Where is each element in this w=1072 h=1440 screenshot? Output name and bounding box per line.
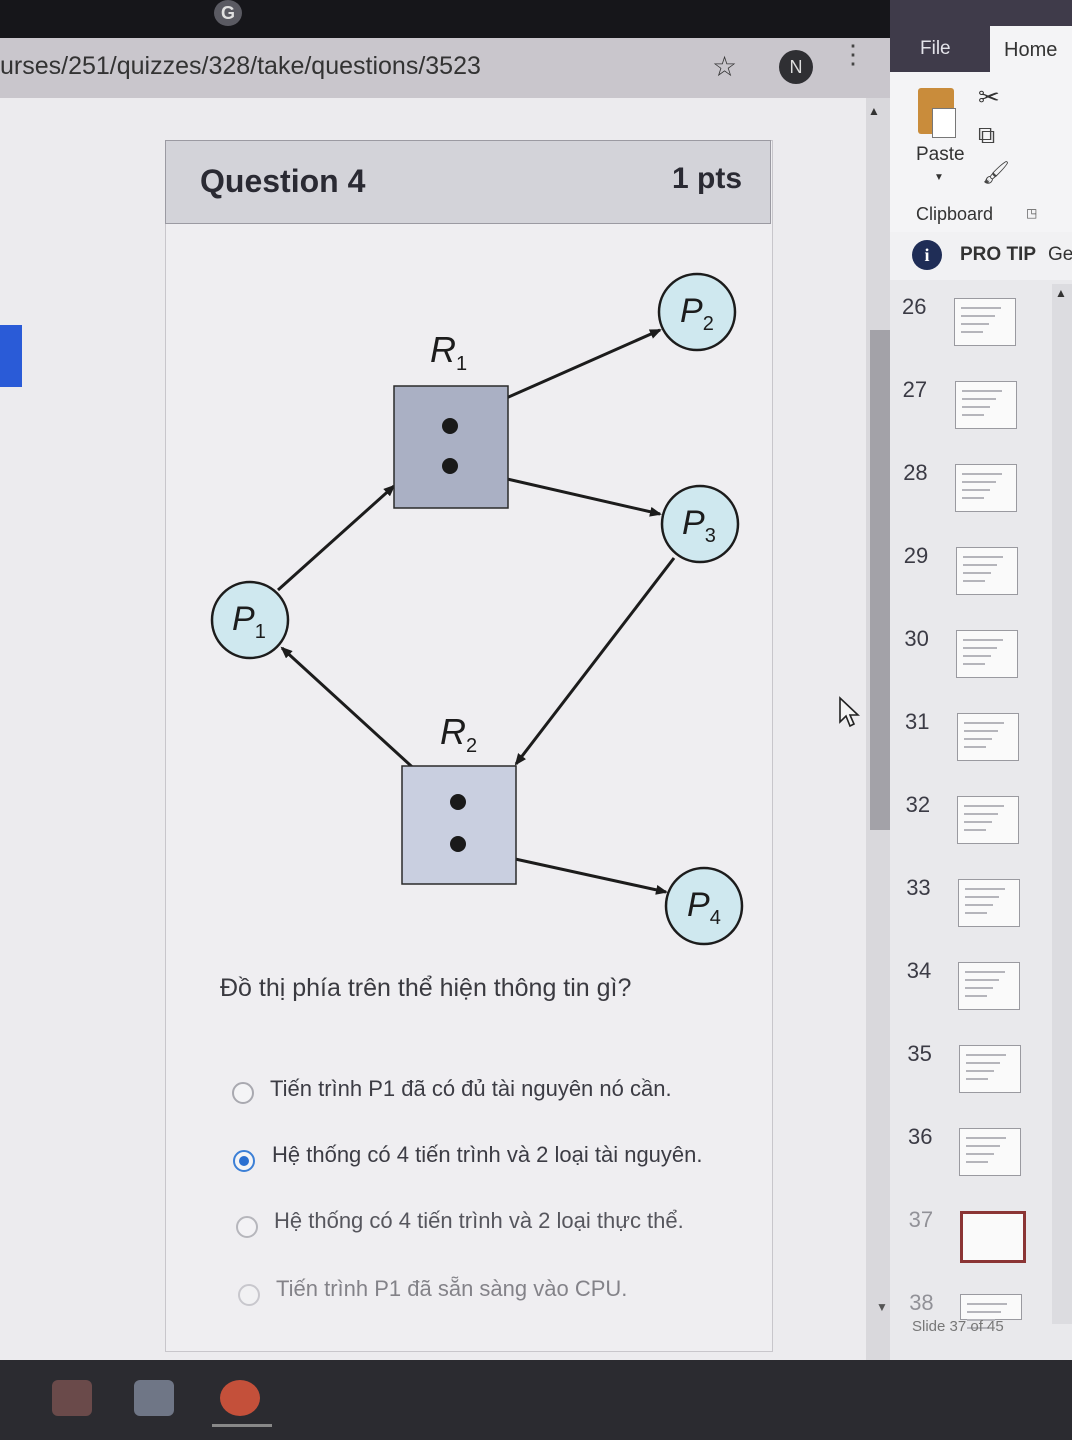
- slide-number: 27: [902, 377, 928, 402]
- process-p3-label: P3: [682, 504, 716, 547]
- slide-number: 38: [909, 1290, 934, 1315]
- slide-thumbnail[interactable]: [955, 464, 1017, 512]
- taskbar-app-icon[interactable]: [134, 1380, 174, 1416]
- resource-r1-instance-dot: [442, 458, 458, 474]
- tab-home-label: Home: [1004, 39, 1058, 61]
- format-painter-icon[interactable]: 🖌: [982, 160, 1010, 185]
- slide-thumbnail[interactable]: [959, 1128, 1021, 1176]
- slide-thumbnail[interactable]: [954, 298, 1016, 346]
- slide-thumbnail[interactable]: [956, 630, 1018, 678]
- process-p4-label: P4: [687, 886, 721, 929]
- slide-thumbnail[interactable]: [957, 879, 1020, 927]
- option-radio-1[interactable]: [232, 1082, 254, 1104]
- grammarly-icon[interactable]: G: [214, 0, 242, 26]
- paste-icon[interactable]: [918, 88, 956, 138]
- process-p1-label: P1: [232, 600, 266, 643]
- slide-number: 33: [906, 875, 931, 900]
- browser-address-bar: [0, 38, 890, 98]
- paste-dropdown-icon[interactable]: ▼: [934, 172, 944, 183]
- slide-number: 37: [908, 1207, 934, 1232]
- slide-number: 28: [903, 460, 928, 485]
- url-text[interactable]: urses/251/quizzes/328/take/questions/352…: [0, 52, 481, 80]
- slide-number: 26: [902, 294, 927, 319]
- active-app-indicator: [212, 1424, 272, 1427]
- copy-icon[interactable]: ⧉: [978, 122, 996, 149]
- resource-r1-label: R1: [430, 329, 467, 375]
- protip-text: Ge: [1048, 244, 1072, 265]
- resource-r2-instance-dot: [450, 794, 466, 810]
- option-label-4[interactable]: Tiến trình P1 đã sẵn sàng vào CPU.: [276, 1276, 628, 1301]
- info-icon: i: [912, 240, 942, 270]
- slide-number: 35: [907, 1041, 932, 1066]
- edge-p1-to-r1: [276, 484, 396, 592]
- question-header: [165, 140, 771, 224]
- tab-file[interactable]: File: [920, 38, 951, 59]
- taskbar-app-icon[interactable]: [52, 1380, 92, 1416]
- mouse-cursor-icon: [839, 696, 860, 728]
- slide-number: 29: [903, 543, 929, 568]
- resource-r1-box: [393, 385, 509, 509]
- slide-thumbnail[interactable]: [954, 381, 1017, 429]
- process-p2-node: [657, 272, 737, 352]
- process-p3-node: [660, 484, 740, 564]
- taskbar: [0, 1360, 1072, 1440]
- process-p4-node: [664, 866, 744, 946]
- option-radio-3[interactable]: [236, 1216, 258, 1238]
- paste-button-label[interactable]: Paste: [916, 144, 965, 165]
- left-nav-accent[interactable]: [0, 325, 22, 387]
- thumbnail-scrollbar[interactable]: [1052, 284, 1072, 1324]
- question-title: Question 4: [200, 163, 366, 199]
- resource-allocation-graph: R1 R2 P2 P3 P1 P4: [210, 272, 744, 946]
- clipboard-launcher-icon[interactable]: ◳: [1026, 206, 1038, 220]
- option-label-1[interactable]: Tiến trình P1 đã có đủ tài nguyên nó cần…: [270, 1076, 672, 1101]
- slide-thumbnail[interactable]: [956, 713, 1019, 761]
- protip-label: PRO TIP: [960, 244, 1037, 265]
- powerpoint-taskbar-icon[interactable]: [220, 1380, 260, 1416]
- slide-status: Slide 37 of 45: [912, 1318, 1004, 1335]
- slide-thumbnail[interactable]: [958, 1045, 1021, 1093]
- slide-thumbnail[interactable]: [958, 962, 1020, 1010]
- option-radio-2-selected[interactable]: [233, 1150, 255, 1172]
- slide-number: 31: [905, 709, 930, 734]
- clipboard-group-label: Clipboard: [916, 204, 994, 224]
- profile-avatar[interactable]: N: [779, 50, 813, 84]
- scroll-down-arrow-icon[interactable]: ▼: [876, 1300, 888, 1314]
- slide-number: 34: [906, 958, 932, 983]
- cut-icon[interactable]: ✂: [978, 82, 1000, 112]
- thumbnail-scroll-up-icon[interactable]: ▲: [1055, 286, 1067, 300]
- slide-thumbnail[interactable]: [957, 796, 1019, 844]
- slide-number: 36: [908, 1124, 933, 1149]
- process-p1-node: [210, 580, 290, 660]
- process-p2-label: P2: [680, 292, 714, 335]
- question-points: 1 pts: [672, 162, 743, 195]
- slide-thumbnail[interactable]: [960, 1294, 1022, 1329]
- slide-number: 30: [904, 626, 929, 651]
- resource-r2-label: R2: [440, 711, 477, 757]
- scroll-up-arrow-icon[interactable]: ▲: [868, 104, 880, 118]
- slide-thumbnail[interactable]: [955, 547, 1018, 595]
- resource-r2-instance-dot: [450, 836, 466, 852]
- slide-thumbnail[interactable]: [959, 1211, 1026, 1263]
- edge-p3-to-r2: [514, 557, 676, 766]
- option-radio-4[interactable]: [238, 1284, 260, 1306]
- option-label-2[interactable]: Hệ thống có 4 tiến trình và 2 loại tài n…: [272, 1142, 703, 1167]
- slide-number: 32: [905, 792, 931, 817]
- question-card: [165, 140, 773, 1352]
- tab-home[interactable]: Home: [990, 26, 1072, 74]
- page-scrollbar-thumb[interactable]: [870, 330, 890, 830]
- bookmark-star-icon[interactable]: ☆: [712, 51, 738, 82]
- option-label-3[interactable]: Hệ thống có 4 tiến trình và 2 loại thực …: [274, 1208, 684, 1233]
- question-prompt: Đồ thị phía trên thể hiện thông tin gì?: [220, 974, 632, 1002]
- resource-r2-box: [401, 765, 517, 885]
- resource-r1-instance-dot: [442, 418, 458, 434]
